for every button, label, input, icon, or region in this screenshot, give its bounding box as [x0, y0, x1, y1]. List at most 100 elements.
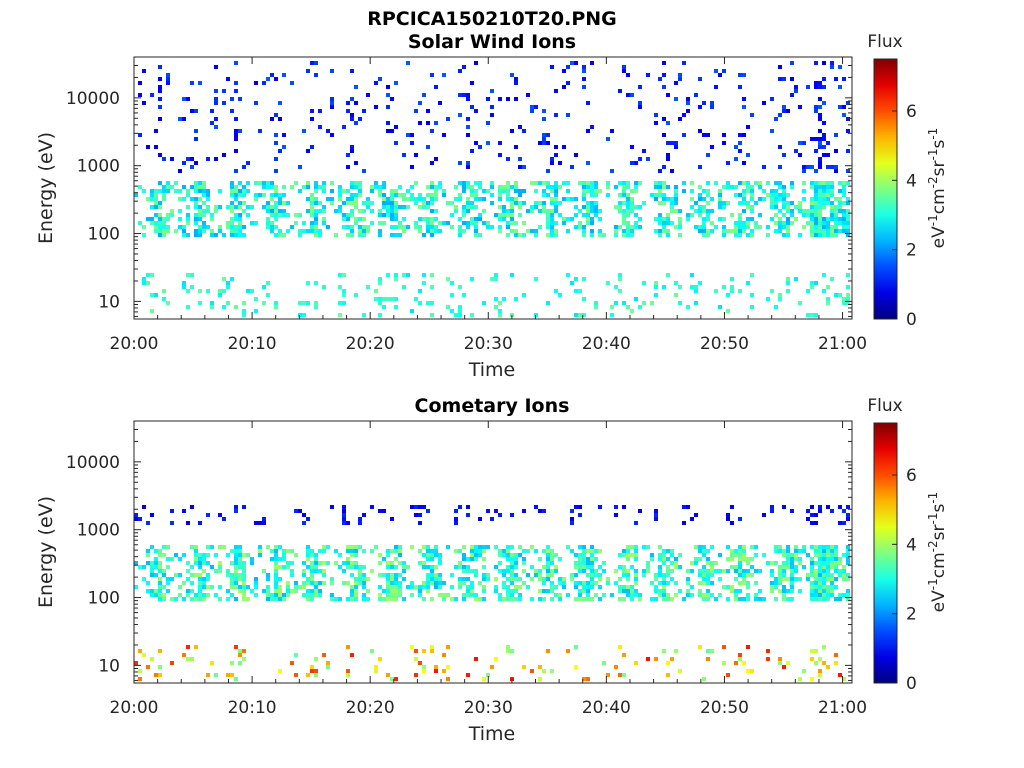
spectrogram-cell [742, 201, 746, 205]
spectrogram-cell [462, 229, 466, 233]
spectrogram-cell [190, 573, 194, 577]
spectrogram-cell [154, 213, 158, 217]
spectrogram-cell [158, 665, 162, 669]
spectrogram-cell [498, 593, 502, 597]
spectrogram-cell [538, 677, 542, 681]
spectrogram-cell [518, 125, 522, 129]
spectrogram-cell [514, 221, 518, 225]
spectrogram-cell [434, 225, 438, 229]
spectrogram-cell [462, 93, 466, 97]
spectrogram-cell [598, 585, 602, 589]
spectrogram-cell [462, 581, 466, 585]
spectrogram-cell [226, 573, 230, 577]
spectrogram-cell [614, 569, 618, 573]
spectrogram-cell [566, 181, 570, 185]
spectrogram-cell [478, 545, 482, 549]
spectrogram-cell [198, 217, 202, 221]
spectrogram-cell [270, 205, 274, 209]
spectrogram-cell [730, 213, 734, 217]
spectrogram-cell [466, 577, 470, 581]
spectrogram-cell [426, 553, 430, 557]
spectrogram-cell [842, 593, 846, 597]
spectrogram-cell [778, 193, 782, 197]
spectrogram-cell [778, 581, 782, 585]
spectrogram-cell [394, 597, 398, 601]
spectrogram-cell [814, 105, 818, 109]
spectrogram-cell [586, 581, 590, 585]
spectrogram-cell [610, 593, 614, 597]
spectrogram-cell [186, 521, 190, 525]
spectrogram-cell [846, 553, 850, 557]
spectrogram-cell [450, 213, 454, 217]
spectrogram-cell [738, 557, 742, 561]
spectrogram-cell [774, 117, 778, 121]
spectrogram-cell [454, 517, 458, 521]
spectrogram-cell [198, 597, 202, 601]
spectrogram-cell [742, 97, 746, 101]
spectrogram-cell [562, 577, 566, 581]
spectrogram-cell [830, 213, 834, 217]
spectrogram-cell [622, 597, 626, 601]
spectrogram-cell [618, 201, 622, 205]
spectrogram-cell [638, 217, 642, 221]
spectrogram-cell [178, 557, 182, 561]
spectrogram-cell [818, 81, 822, 85]
spectrogram-cell [610, 313, 614, 317]
spectrogram-cell [458, 161, 462, 165]
spectrogram-cell [462, 221, 466, 225]
spectrogram-cell [390, 217, 394, 221]
spectrogram-cell [834, 209, 838, 213]
spectrogram-cell [842, 189, 846, 193]
spectrogram-cell [334, 209, 338, 213]
spectrogram-cell [814, 225, 818, 229]
spectrogram-cell [378, 509, 382, 513]
spectrogram-cell [474, 657, 478, 661]
spectrogram-cell [822, 153, 826, 157]
spectrogram-cell [542, 133, 546, 137]
spectrogram-cell [666, 141, 670, 145]
spectrogram-cell [362, 585, 366, 589]
spectrogram-cell [466, 209, 470, 213]
spectrogram-cell [674, 581, 678, 585]
spectrogram-cell [350, 69, 354, 73]
spectrogram-cell [206, 585, 210, 589]
spectrogram-cell [422, 585, 426, 589]
spectrogram-cell [146, 589, 150, 593]
spectrogram-cell [494, 545, 498, 549]
colorbar-tick-label: 4 [906, 171, 917, 191]
spectrogram-cell [402, 193, 406, 197]
spectrogram-cell [534, 277, 538, 281]
spectrogram-cell [702, 545, 706, 549]
spectrogram-cell [310, 565, 314, 569]
spectrogram-cell [598, 565, 602, 569]
spectrogram-cell [550, 581, 554, 585]
spectrogram-cell [438, 181, 442, 185]
spectrogram-cell [290, 185, 294, 189]
spectrogram-cell [846, 129, 850, 133]
spectrogram-cell [530, 565, 534, 569]
spectrogram-cell [138, 81, 142, 85]
spectrogram-cell [446, 677, 450, 681]
spectrogram-cell [814, 137, 818, 141]
spectrogram-cell [638, 85, 642, 89]
spectrogram-cell [198, 205, 202, 209]
spectrogram-cell [634, 225, 638, 229]
spectrogram-cell [302, 129, 306, 133]
spectrogram-cell [302, 521, 306, 525]
spectrogram-cell [694, 289, 698, 293]
spectrogram-cell [810, 229, 814, 233]
spectrogram-cell [550, 65, 554, 69]
spectrogram-cell [622, 185, 626, 189]
spectrogram-cell [518, 233, 522, 237]
spectrogram-cell [538, 225, 542, 229]
spectrogram-cell [266, 217, 270, 221]
spectrogram-cell [614, 229, 618, 233]
spectrogram-cell [402, 561, 406, 565]
spectrogram-cell [538, 141, 542, 145]
spectrogram-cell [814, 197, 818, 201]
spectrogram-cell [786, 553, 790, 557]
spectrogram-cell [786, 661, 790, 665]
spectrogram-cell [734, 229, 738, 233]
spectrogram-cell [506, 577, 510, 581]
spectrogram-cell [522, 509, 526, 513]
